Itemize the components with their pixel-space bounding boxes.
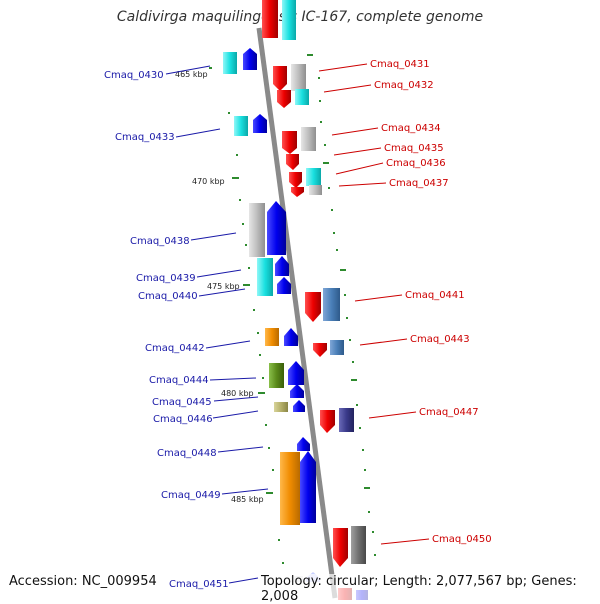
gene-label-right[interactable]: Cmaq_0435	[384, 143, 444, 154]
reverse-arrow[interactable]	[305, 292, 321, 322]
gene-label-left[interactable]: Cmaq_0445	[152, 397, 212, 408]
reverse-arrow[interactable]	[291, 187, 304, 197]
gene-label-left[interactable]: Cmaq_0449	[161, 490, 221, 501]
reverse-arrow[interactable]	[289, 172, 302, 188]
gene-label-right[interactable]: Cmaq_0436	[386, 158, 446, 169]
gene-label-left[interactable]: Cmaq_0446	[153, 414, 213, 425]
reverse-arrow[interactable]	[277, 90, 291, 108]
gene-label-right[interactable]: Cmaq_0450	[432, 534, 492, 545]
gene-block-steelblue[interactable]	[323, 288, 340, 321]
right-features	[262, 0, 368, 600]
gene-block-green[interactable]	[269, 363, 284, 388]
left-label-lines	[165, 65, 269, 584]
gene-label-left[interactable]: Cmaq_0439	[136, 273, 196, 284]
gene-block-cyan[interactable]	[223, 52, 237, 74]
kbp-label-475: 475 kbp	[207, 282, 240, 291]
forward-arrow[interactable]	[293, 400, 305, 412]
gene-block-darkgrey[interactable]	[351, 526, 366, 564]
gene-label-left[interactable]: Cmaq_0448	[157, 448, 217, 459]
gene-block-orange[interactable]	[280, 452, 300, 525]
gene-block-grey[interactable]	[301, 127, 316, 151]
gene-label-right[interactable]: Cmaq_0443	[410, 334, 470, 345]
gene-label-right[interactable]: Cmaq_0447	[419, 407, 479, 418]
accession-text: Accession: NC_009954	[9, 574, 157, 589]
forward-arrow[interactable]	[297, 437, 310, 451]
gene-label-right[interactable]: Cmaq_0434	[381, 123, 441, 134]
map-title: Caldivirga maquilingensis IC-167, comple…	[116, 9, 484, 25]
tick-marks	[209, 54, 376, 564]
gene-label-right[interactable]: Cmaq_0441	[405, 290, 465, 301]
kbp-label-465: 465 kbp	[175, 70, 208, 79]
gene-block-cyan[interactable]	[282, 0, 296, 40]
gene-label-left[interactable]: Cmaq_0438	[130, 236, 190, 247]
kbp-label-480: 480 kbp	[221, 389, 254, 398]
gene-block-grey[interactable]	[291, 64, 306, 91]
gene-block-steelblue[interactable]	[330, 340, 344, 355]
gene-label-right[interactable]: Cmaq_0437	[389, 178, 449, 189]
gene-label-left[interactable]: Cmaq_0433	[115, 132, 175, 143]
genome-backbone	[256, 27, 338, 599]
gene-label-left[interactable]: Cmaq_0440	[138, 291, 198, 302]
forward-arrow[interactable]	[267, 201, 286, 255]
gene-block-khaki[interactable]	[274, 402, 288, 412]
forward-arrow[interactable]	[277, 277, 291, 294]
gene-label-right[interactable]: Cmaq_0432	[374, 80, 434, 91]
forward-arrow[interactable]	[288, 361, 304, 385]
gene-block-cyan[interactable]	[306, 168, 321, 186]
gene-label-left[interactable]: Cmaq_0430	[104, 70, 164, 81]
gene-label-left[interactable]: Cmaq_0442	[145, 343, 205, 354]
gene-block-cyan[interactable]	[234, 116, 248, 136]
gene-block-grey[interactable]	[249, 203, 265, 257]
gene-block-cyan[interactable]	[257, 258, 273, 296]
gene-label-left[interactable]: Cmaq_0444	[149, 375, 209, 386]
right-label-lines	[318, 63, 430, 545]
gene-block-grey[interactable]	[309, 185, 322, 195]
kbp-label-485: 485 kbp	[231, 495, 264, 504]
reverse-arrow[interactable]	[320, 410, 335, 433]
reverse-arrow[interactable]	[333, 528, 348, 567]
gene-block-orange[interactable]	[265, 328, 279, 346]
reverse-arrow[interactable]	[286, 154, 299, 170]
forward-arrow[interactable]	[275, 256, 289, 276]
left-features	[223, 48, 320, 582]
forward-arrow[interactable]	[300, 451, 316, 523]
gene-block-purple[interactable]	[339, 408, 354, 432]
kbp-label-470: 470 kbp	[192, 177, 225, 186]
gene-block-red[interactable]	[262, 0, 278, 38]
reverse-arrow[interactable]	[282, 131, 297, 154]
reverse-arrow[interactable]	[273, 66, 287, 91]
gene-label-right[interactable]: Cmaq_0431	[370, 59, 430, 70]
reverse-arrow[interactable]	[313, 343, 327, 357]
gene-block-cyan[interactable]	[295, 89, 309, 105]
forward-arrow[interactable]	[290, 384, 304, 398]
forward-arrow[interactable]	[243, 48, 257, 70]
gene-label-left[interactable]: Cmaq_0451	[169, 579, 229, 590]
forward-arrow[interactable]	[253, 114, 267, 133]
forward-arrow[interactable]	[284, 328, 298, 346]
